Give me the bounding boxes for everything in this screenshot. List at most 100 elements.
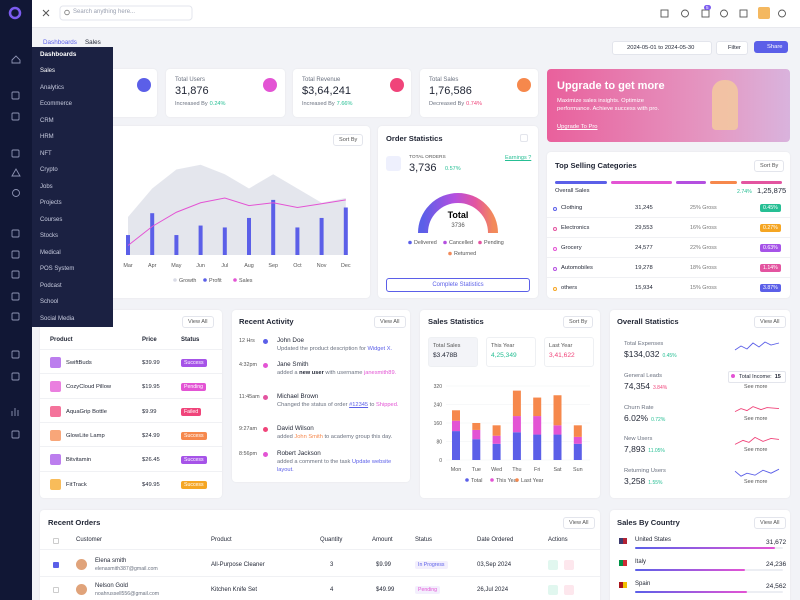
category-gross: 18% Gross [690,265,717,271]
nav-icons[interactable] [11,55,21,439]
stacked-bar [553,425,562,435]
view-all-button[interactable]: View All [754,517,786,529]
divider [547,277,790,278]
activity-card [232,310,410,482]
stacked-bar [492,443,501,460]
activity-text-part: added a comment to the task [277,459,352,465]
menu-item[interactable]: Courses [40,216,63,223]
stat-value: 74,354 [624,380,650,391]
y-tick-label: 0 [439,458,442,464]
stat-value-row: 3,258 1.55% [624,476,662,486]
product-name: GlowLite Lamp [66,432,105,439]
menu-item[interactable]: Jobs [40,183,53,190]
complete-button[interactable]: Complete Statistics [386,278,530,292]
customer-name: Elena smith [95,558,127,564]
date-range[interactable]: 2024-05-01 to 2024-05-30 [612,41,712,55]
divider [40,470,222,472]
see-more-link[interactable]: See more [744,383,768,390]
menu-item[interactable]: HRM [40,134,54,140]
country-name: United States [635,537,672,543]
activity-text-part: Update website layout. [277,459,392,473]
legend-dot [490,478,494,482]
column-header: Status [415,537,433,543]
stat-value-row: $134,032 0.45% [624,349,677,359]
see-more-link[interactable]: See more [744,479,768,486]
stat-icon [263,78,277,92]
checkbox[interactable] [53,538,59,544]
search-placeholder: Search anything here... [73,9,136,15]
sparkline [734,468,780,477]
overall-label: Overall Sales [555,188,590,194]
order-amount: $9.99 [376,562,392,568]
column-header: Date Ordered [477,537,514,543]
total-orders-value: 3,736 [409,162,437,174]
tooltip-dot [731,374,735,378]
menu-item[interactable]: Projects [40,200,62,206]
x-tick-label: May [171,263,181,269]
progress-fill [635,547,775,549]
stacked-bar [533,416,542,435]
sidebar-icons [8,6,22,439]
menu-item[interactable]: NFT [40,150,52,157]
stat-change: 0.74% [466,101,483,107]
activity-text-part: Shipped. [375,402,399,408]
stat-change: 3.84% [653,384,668,391]
filter-button[interactable]: Filter [716,41,748,55]
country-value: 31,672 [766,539,787,546]
menu-item[interactable]: Sales [40,68,56,74]
product-thumb [50,429,61,441]
delete-action[interactable] [564,560,574,570]
view-all-button[interactable]: View All [182,316,214,328]
menu-dots[interactable] [520,134,528,142]
view-all-button[interactable]: View All [754,316,786,328]
column-header: Status [181,337,200,343]
stacked-bar [492,425,501,436]
product-name: AquaGrip Bottle [66,408,107,415]
x-tick-label: Sep [268,263,278,269]
menu-item[interactable]: Medical [40,249,61,256]
share-button[interactable]: Share [754,41,789,53]
bar [247,217,251,255]
legend-dot [233,278,237,282]
divider [547,257,790,258]
see-more-link[interactable]: See more [744,415,768,422]
menu-item[interactable]: POS System [40,266,75,272]
see-more-link[interactable]: See more [744,447,768,454]
upgrade-link[interactable]: Upgrade To Pro [557,124,598,130]
customer-avatar [76,559,87,570]
x-tick-label: Apr [148,263,157,269]
x-tick-label: Jul [221,263,228,269]
menu-item[interactable]: CRM [40,117,54,124]
product-price: $24.99 [142,432,160,439]
checkbox[interactable] [53,562,59,568]
delete-action[interactable] [564,585,574,595]
total-orders-label: TOTAL ORDERS [409,155,446,160]
card-title: Recent Orders [48,518,101,527]
category-value: 24,577 [635,245,653,251]
checkbox[interactable] [53,587,59,593]
sort-button[interactable]: Sort By [754,160,785,172]
menu-item[interactable]: Stocks [40,233,59,239]
category-change: 0.45% [760,204,781,212]
view-all-button[interactable]: View All [374,316,406,328]
bar [222,227,227,255]
view-all-button[interactable]: View All [563,517,595,529]
menu-title: Dashboards [40,51,77,58]
activity-text-part: #12345 [349,402,369,408]
progress-segment [555,181,607,184]
menu-item[interactable]: Social Media [40,315,75,322]
sort-button[interactable]: Sort By [333,134,364,146]
menu-item[interactable]: Crypto [40,167,58,173]
card-title: Sales By Country [617,518,680,527]
edit-action[interactable] [548,585,558,595]
edit-action[interactable] [548,560,558,570]
menu-item[interactable]: Ecommerce [40,101,73,107]
menu-item[interactable]: Podcast [40,282,62,289]
menu-item[interactable]: School [40,299,59,305]
product-status: Success [181,480,207,489]
earnings-link[interactable]: Earnings ? [505,155,532,161]
sort-button[interactable]: Sort By [563,316,594,328]
tooltip-value: 15 [774,374,781,380]
menu-item[interactable]: Analytics [40,84,65,91]
divider [40,576,600,577]
